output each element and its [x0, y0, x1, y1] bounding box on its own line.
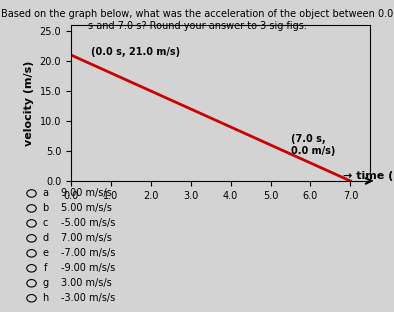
Text: 9.00 m/s/s: 9.00 m/s/s [61, 188, 112, 198]
Text: a: a [42, 188, 48, 198]
Text: f: f [44, 263, 47, 273]
Text: -3.00 m/s/s: -3.00 m/s/s [61, 293, 115, 303]
Text: Based on the graph below, what was the acceleration of the object between 0.0 s : Based on the graph below, what was the a… [1, 9, 393, 31]
Text: 7.00 m/s/s: 7.00 m/s/s [61, 233, 112, 243]
Text: -7.00 m/s/s: -7.00 m/s/s [61, 248, 115, 258]
Text: 3.00 m/s/s: 3.00 m/s/s [61, 278, 112, 288]
Text: b: b [42, 203, 48, 213]
Text: e: e [42, 248, 48, 258]
Text: -9.00 m/s/s: -9.00 m/s/s [61, 263, 115, 273]
Text: (0.0 s, 21.0 m/s): (0.0 s, 21.0 m/s) [91, 47, 180, 57]
Text: g: g [42, 278, 48, 288]
Text: h: h [42, 293, 48, 303]
Text: → time (s): → time (s) [343, 171, 394, 181]
Text: 5.00 m/s/s: 5.00 m/s/s [61, 203, 112, 213]
Text: c: c [43, 218, 48, 228]
Y-axis label: velocity (m/s): velocity (m/s) [24, 60, 34, 146]
Text: (7.0 s,
0.0 m/s): (7.0 s, 0.0 m/s) [290, 134, 335, 156]
Text: d: d [42, 233, 48, 243]
Text: -5.00 m/s/s: -5.00 m/s/s [61, 218, 115, 228]
